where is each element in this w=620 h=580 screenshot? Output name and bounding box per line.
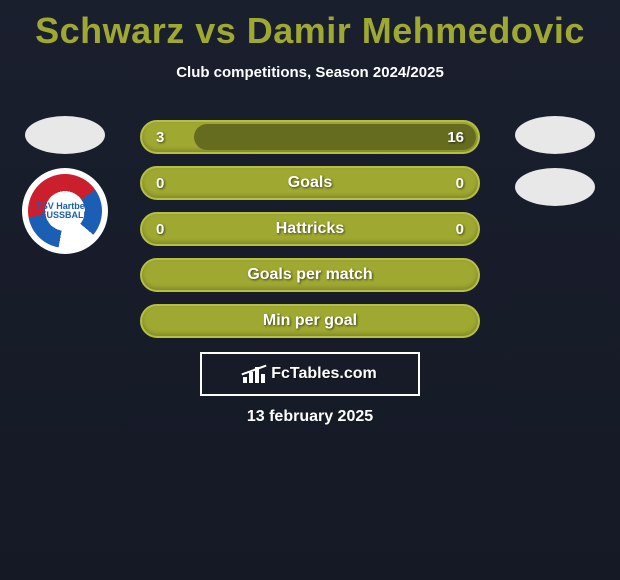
watermark-text: FcTables.com [271,365,377,383]
stat-left-value: 0 [156,221,164,238]
right-team-badge-1 [515,116,595,154]
date-label: 13 february 2025 [0,408,620,426]
stat-label: Min per goal [263,312,357,330]
stat-right-value: 0 [456,175,464,192]
stat-bar-min-per-goal: Min per goal [140,304,480,338]
stat-right-value: 16 [447,129,464,146]
left-team-badge-2: TSV Hartberg FUSSBALL [22,168,108,254]
left-team-badge-1 [25,116,105,154]
right-team-badge-2 [515,168,595,206]
stat-label: Goals per match [247,266,372,284]
stat-left-value: 0 [156,175,164,192]
stat-bar-goals-per-match: Goals per match [140,258,480,292]
stat-fill [194,124,476,150]
stat-bar-matches: 3 Matches 16 [140,120,480,154]
stat-bar-hattricks: 0 Hattricks 0 [140,212,480,246]
chart-icon [243,365,265,383]
stat-label: Hattricks [276,220,344,238]
right-player-column [510,116,600,220]
watermark-box: FcTables.com [200,352,420,396]
stats-bars: 3 Matches 16 0 Goals 0 0 Hattricks 0 Goa… [140,120,480,350]
stat-right-value: 0 [456,221,464,238]
stat-left-value: 3 [156,129,164,146]
page-title: Schwarz vs Damir Mehmedovic [0,0,620,52]
stat-label: Goals [288,174,332,192]
left-player-column: TSV Hartberg FUSSBALL [20,116,110,254]
subtitle: Club competitions, Season 2024/2025 [0,64,620,81]
stat-bar-goals: 0 Goals 0 [140,166,480,200]
